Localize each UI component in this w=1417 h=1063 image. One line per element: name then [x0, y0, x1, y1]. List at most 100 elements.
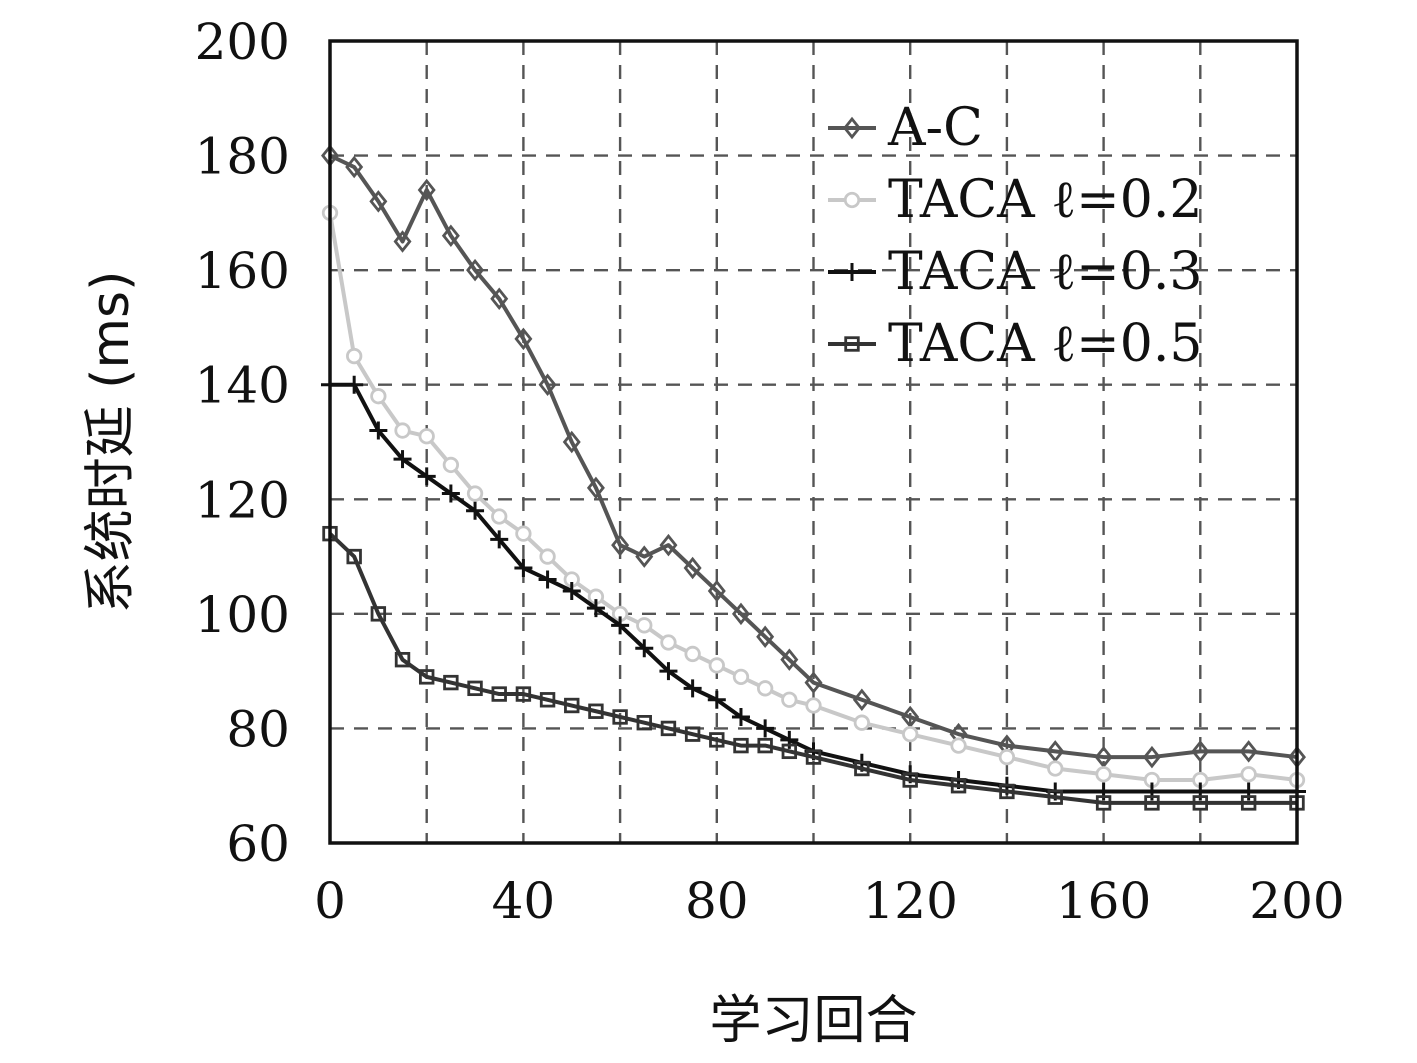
data-point — [612, 709, 628, 725]
data-point — [781, 743, 798, 760]
data-point — [902, 772, 918, 788]
data-point — [636, 617, 653, 634]
data-point — [1192, 795, 1209, 811]
data-point — [417, 467, 436, 486]
y-tick-label: 120 — [195, 471, 290, 529]
series-3 — [321, 375, 1306, 801]
data-point — [902, 726, 919, 743]
legend-marker — [843, 191, 861, 209]
y-tick-label: 60 — [226, 815, 290, 873]
data-point — [636, 715, 652, 731]
data-point — [780, 648, 799, 671]
data-point — [345, 375, 364, 394]
data-point — [804, 671, 823, 694]
data-point — [659, 533, 678, 557]
x-tick-label: 40 — [492, 872, 556, 930]
series-1 — [321, 144, 1306, 769]
data-point — [1191, 740, 1210, 763]
data-point — [707, 579, 726, 603]
data-point — [1239, 740, 1258, 763]
data-point — [999, 783, 1015, 800]
data-point — [538, 570, 557, 589]
data-point — [731, 602, 750, 626]
data-point — [514, 327, 533, 351]
data-point — [1094, 745, 1113, 769]
y-axis-title: 系统时延 (ms) — [81, 271, 141, 614]
legend-entry: A-C — [828, 98, 983, 158]
x-tick-label: 160 — [1056, 872, 1151, 930]
data-point — [1047, 789, 1063, 805]
data-point — [659, 662, 678, 681]
data-point — [660, 720, 677, 737]
data-point — [346, 548, 362, 565]
x-tick-label: 200 — [1249, 872, 1344, 930]
data-point — [708, 657, 725, 674]
data-point — [950, 778, 967, 794]
plot-frame — [328, 39, 1299, 845]
data-point — [1095, 766, 1112, 783]
data-point — [491, 508, 508, 525]
data-point — [369, 421, 388, 440]
data-point — [394, 651, 411, 668]
data-point — [539, 692, 556, 708]
data-point — [732, 668, 750, 686]
y-tick-label: 140 — [195, 357, 290, 415]
data-point — [417, 178, 436, 202]
data-point — [562, 581, 581, 600]
data-point — [733, 737, 749, 754]
data-point — [660, 634, 677, 651]
legend-entry: TACA ℓ=0.2 — [828, 170, 1202, 230]
data-point — [562, 430, 581, 454]
x-axis-title: 学习回合 — [709, 991, 917, 1051]
data-point — [564, 697, 580, 714]
data-point — [707, 690, 726, 709]
y-tick-label: 160 — [195, 242, 290, 300]
y-tick-label: 180 — [195, 128, 290, 186]
data-point — [466, 501, 485, 520]
data-point — [490, 530, 509, 549]
legend-marker — [843, 116, 861, 140]
data-point — [1240, 795, 1257, 811]
data-point — [635, 545, 654, 568]
legend: A-C TACA ℓ=0.2 TACA ℓ=0.3 TACA ℓ=0.5 — [828, 98, 1202, 374]
data-point — [805, 697, 822, 714]
series-line — [329, 153, 1298, 760]
data-point — [683, 556, 702, 580]
x-tick-label: 120 — [862, 872, 957, 930]
data-point — [852, 688, 871, 712]
series-2 — [321, 204, 1306, 789]
y-axis: 60 80 100 120 140 160 180 200 — [195, 13, 290, 873]
data-point — [1047, 760, 1064, 777]
data-point — [709, 732, 725, 748]
data-point — [756, 625, 775, 649]
data-point — [515, 686, 532, 702]
data-point — [684, 726, 701, 742]
y-tick-label: 100 — [195, 586, 290, 644]
legend-entry: TACA ℓ=0.5 — [828, 314, 1202, 374]
data-point — [1095, 795, 1112, 811]
data-point — [1142, 745, 1161, 769]
y-tick-label: 80 — [226, 700, 290, 758]
y-tick-label: 200 — [195, 13, 290, 71]
data-point — [901, 705, 920, 729]
data-point — [538, 373, 557, 396]
data-point — [514, 559, 533, 578]
data-point — [611, 533, 630, 557]
data-point — [441, 484, 460, 503]
series-line — [330, 382, 1297, 794]
data-point — [998, 748, 1016, 766]
data-point — [586, 599, 605, 618]
data-point — [466, 485, 484, 502]
data-point — [346, 347, 363, 365]
legend-marker — [843, 263, 861, 281]
data-point — [370, 388, 387, 405]
data-point — [805, 749, 822, 765]
data-point — [684, 645, 701, 663]
data-point — [466, 258, 485, 282]
data-point — [467, 680, 483, 697]
data-point — [611, 616, 630, 635]
data-point — [442, 456, 460, 474]
data-point — [418, 669, 435, 685]
data-point — [1144, 795, 1160, 811]
